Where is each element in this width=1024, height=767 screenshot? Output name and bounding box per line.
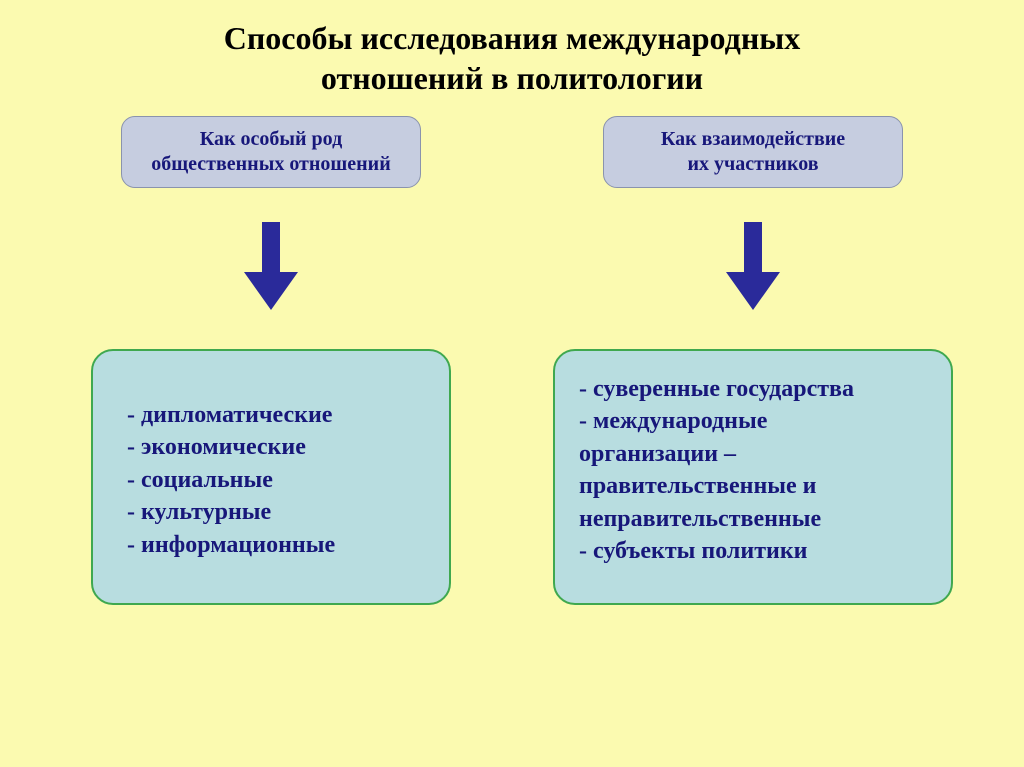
list-item: - экономические (127, 431, 449, 463)
left-header-line1: Как особый род (146, 127, 396, 152)
down-arrow-icon (726, 222, 780, 315)
right-column: Как взаимодействие их участников - сувер… (542, 116, 964, 605)
left-column: Как особый род общественных отношений - … (60, 116, 482, 605)
right-content-box: - суверенные государства - международные… (553, 349, 953, 605)
left-header-line2: общественных отношений (146, 152, 396, 177)
right-header-line1: Как взаимодействие (628, 127, 878, 152)
right-header-line2: их участников (628, 152, 878, 177)
title-line1: Способы исследования международных (40, 18, 984, 58)
title-line2: отношений в политологии (40, 58, 984, 98)
list-item: - культурные (127, 496, 449, 528)
list-item: организации – (579, 438, 951, 470)
list-item: - социальные (127, 464, 449, 496)
list-item: - суверенные государства (579, 373, 951, 405)
left-header-box: Как особый род общественных отношений (121, 116, 421, 188)
list-item: правительственные и (579, 470, 951, 502)
left-content-box: - дипломатические - экономические - соци… (91, 349, 451, 605)
list-item: - дипломатические (127, 399, 449, 431)
list-item: - информационные (127, 529, 449, 561)
list-item: неправительственные (579, 503, 951, 535)
right-header-box: Как взаимодействие их участников (603, 116, 903, 188)
down-arrow-icon (244, 222, 298, 315)
page-title: Способы исследования международных отнош… (0, 0, 1024, 106)
list-item: - субъекты политики (579, 535, 951, 567)
columns-wrapper: Как особый род общественных отношений - … (0, 106, 1024, 605)
list-item: - международные (579, 405, 951, 437)
